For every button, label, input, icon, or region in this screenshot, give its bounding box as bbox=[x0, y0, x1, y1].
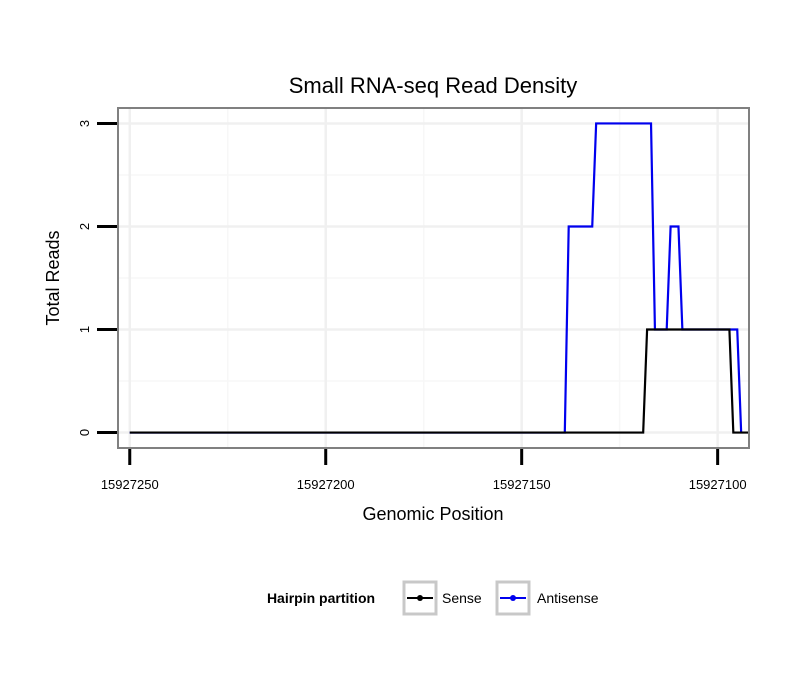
x-axis-title: Genomic Position bbox=[362, 504, 503, 524]
legend-item-sense: Sense bbox=[402, 580, 482, 616]
y-axis-title: Total Reads bbox=[43, 230, 63, 325]
x-tick-label: 15927200 bbox=[297, 477, 355, 492]
legend: Hairpin partition Sense Antisense bbox=[267, 580, 599, 616]
x-tick-label: 15927150 bbox=[493, 477, 551, 492]
series-lines bbox=[129, 122, 749, 434]
legend-point-antisense bbox=[510, 595, 516, 601]
legend-point-sense bbox=[417, 595, 423, 601]
y-tick-label: 1 bbox=[77, 326, 92, 333]
y-tick-label: 2 bbox=[77, 223, 92, 230]
legend-label-antisense: Antisense bbox=[537, 590, 599, 606]
series-line-sense bbox=[129, 328, 749, 434]
x-tick-label: 15927100 bbox=[689, 477, 747, 492]
x-axis: 15927250 15927200 15927150 15927100 bbox=[101, 449, 747, 492]
chart-title: Small RNA-seq Read Density bbox=[289, 73, 578, 98]
y-tick-label: 3 bbox=[77, 120, 92, 127]
legend-label-sense: Sense bbox=[442, 590, 482, 606]
y-axis: 0 1 2 3 bbox=[77, 120, 117, 436]
legend-title: Hairpin partition bbox=[267, 590, 375, 606]
legend-item-antisense: Antisense bbox=[495, 580, 599, 616]
plot-border bbox=[117, 107, 750, 449]
x-tick-label: 15927250 bbox=[101, 477, 159, 492]
y-tick-label: 0 bbox=[77, 429, 92, 436]
